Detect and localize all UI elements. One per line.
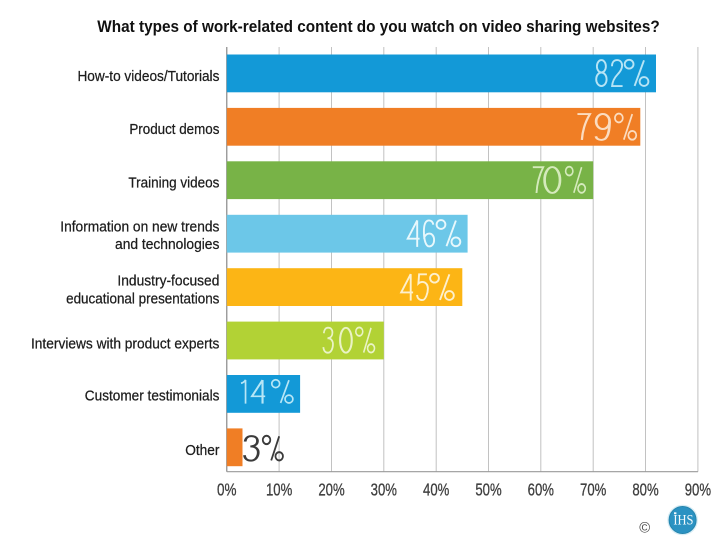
- svg-text:Industry-focused: Industry-focused: [117, 273, 219, 289]
- svg-text:Training videos: Training videos: [128, 174, 219, 191]
- svg-text:©: ©: [639, 520, 650, 536]
- svg-text:What types of work-related con: What types of work-related content do yo…: [97, 19, 659, 37]
- svg-text:IHS: IHS: [673, 512, 693, 528]
- svg-text:How-to videos/Tutorials: How-to videos/Tutorials: [77, 69, 219, 86]
- svg-text:Interviews with product expert: Interviews with product experts: [31, 336, 219, 353]
- svg-text:educational presentations: educational presentations: [66, 290, 219, 307]
- svg-text:70%: 70%: [580, 481, 607, 500]
- svg-text:0%: 0%: [217, 481, 237, 500]
- svg-text:Customer testimonials: Customer testimonials: [85, 388, 220, 405]
- svg-text:Information on new trends: Information on new trends: [60, 219, 219, 236]
- svg-text:40%: 40%: [423, 481, 450, 500]
- svg-text:10%: 10%: [266, 481, 293, 500]
- svg-text:90%: 90%: [685, 481, 712, 500]
- svg-text:Product demos: Product demos: [129, 120, 219, 137]
- svg-text:20%: 20%: [318, 481, 345, 500]
- svg-text:and technologies: and technologies: [115, 237, 219, 253]
- svg-text:80%: 80%: [632, 481, 659, 500]
- svg-text:30%: 30%: [371, 481, 398, 500]
- svg-text:60%: 60%: [528, 481, 555, 500]
- svg-text:Other: Other: [185, 442, 219, 459]
- svg-text:50%: 50%: [475, 481, 502, 500]
